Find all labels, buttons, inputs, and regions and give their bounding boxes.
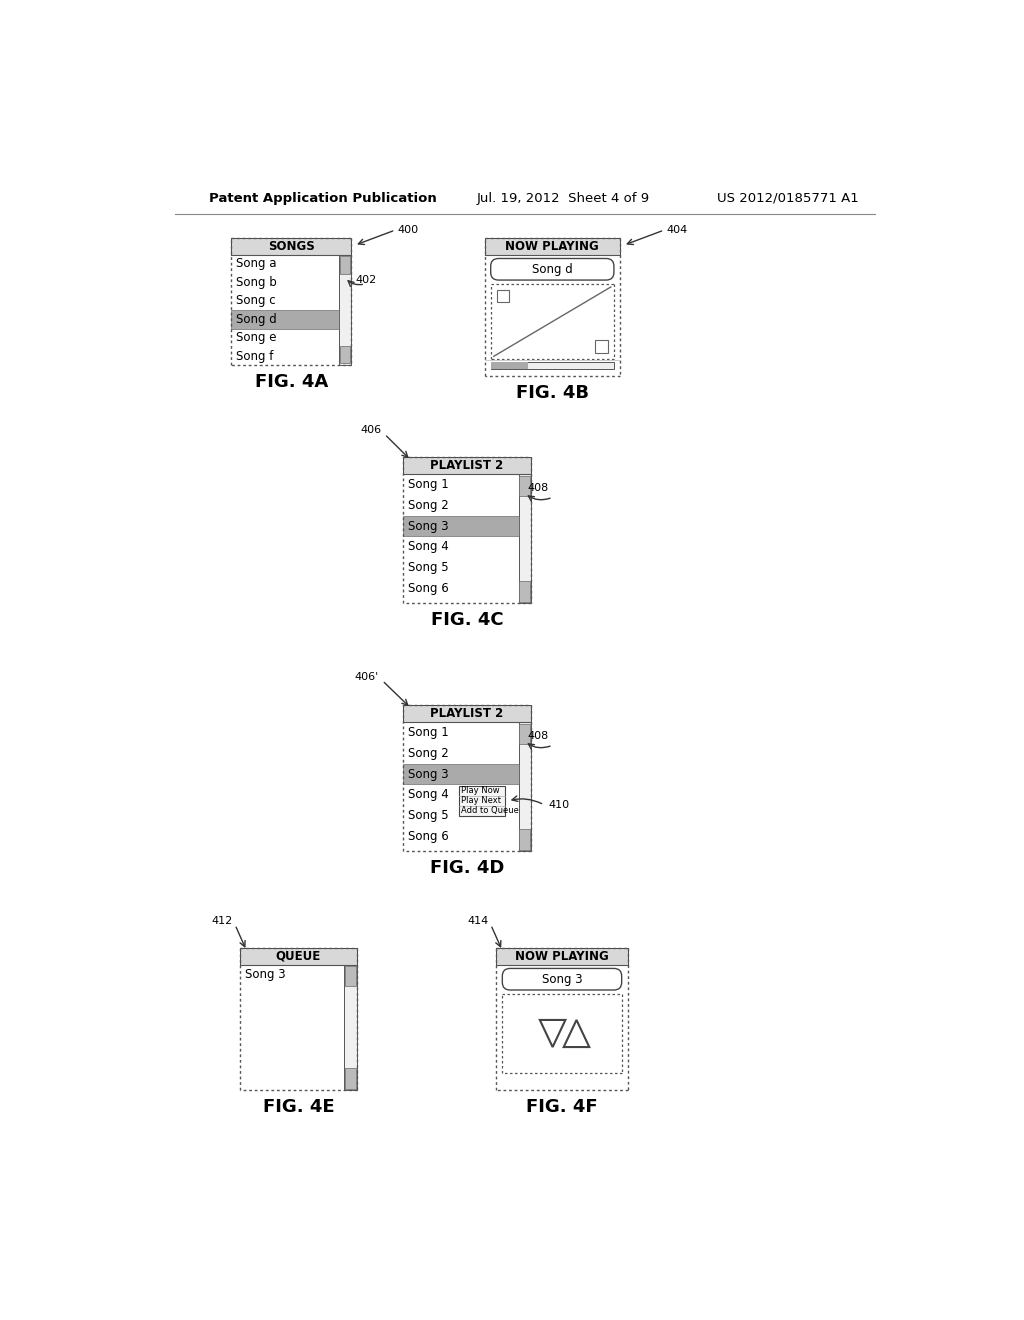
Text: 408: 408 xyxy=(528,483,549,492)
Text: Song d: Song d xyxy=(236,313,276,326)
Text: FIG. 4A: FIG. 4A xyxy=(255,372,328,391)
Text: Patent Application Publication: Patent Application Publication xyxy=(209,191,437,205)
Text: Play Now: Play Now xyxy=(461,787,500,796)
Text: FIG. 4B: FIG. 4B xyxy=(516,384,589,403)
Text: Jul. 19, 2012  Sheet 4 of 9: Jul. 19, 2012 Sheet 4 of 9 xyxy=(477,191,650,205)
Text: US 2012/0185771 A1: US 2012/0185771 A1 xyxy=(717,191,859,205)
Text: FIG. 4E: FIG. 4E xyxy=(263,1098,334,1115)
Text: Song 6: Song 6 xyxy=(408,830,449,843)
Text: 406': 406' xyxy=(355,672,379,681)
Text: Song d: Song d xyxy=(531,263,572,276)
Polygon shape xyxy=(496,948,628,965)
Polygon shape xyxy=(459,785,506,816)
Polygon shape xyxy=(518,474,531,603)
Polygon shape xyxy=(497,290,509,302)
Polygon shape xyxy=(518,722,531,851)
Polygon shape xyxy=(519,581,530,602)
Text: Song 1: Song 1 xyxy=(408,726,449,739)
Text: FIG. 4F: FIG. 4F xyxy=(526,1098,598,1115)
Text: Song 6: Song 6 xyxy=(408,582,449,595)
Text: Song 5: Song 5 xyxy=(408,809,449,822)
Text: FIG. 4D: FIG. 4D xyxy=(430,859,504,878)
Text: 410: 410 xyxy=(548,800,569,809)
Text: NOW PLAYING: NOW PLAYING xyxy=(506,240,599,252)
Text: 408: 408 xyxy=(528,731,549,741)
Text: Song 2: Song 2 xyxy=(408,499,449,512)
Text: QUEUE: QUEUE xyxy=(275,949,322,962)
Polygon shape xyxy=(340,256,350,273)
Text: 402: 402 xyxy=(356,275,377,285)
Polygon shape xyxy=(595,341,607,354)
Text: Song 3: Song 3 xyxy=(408,767,449,780)
FancyBboxPatch shape xyxy=(503,969,622,990)
Polygon shape xyxy=(241,948,356,965)
Text: Song 1: Song 1 xyxy=(408,478,449,491)
Text: Song e: Song e xyxy=(236,331,276,345)
Polygon shape xyxy=(345,966,356,986)
Text: Song 2: Song 2 xyxy=(408,747,449,760)
Text: Song a: Song a xyxy=(236,257,276,271)
Text: PLAYLIST 2: PLAYLIST 2 xyxy=(430,459,504,473)
Text: SONGS: SONGS xyxy=(267,240,314,252)
Polygon shape xyxy=(490,363,614,368)
Text: 404: 404 xyxy=(667,224,688,235)
Text: Add to Queue: Add to Queue xyxy=(461,807,519,816)
Polygon shape xyxy=(403,705,531,722)
Text: FIG. 4C: FIG. 4C xyxy=(431,611,504,630)
Text: 414: 414 xyxy=(467,916,488,925)
Text: Song 5: Song 5 xyxy=(408,561,449,574)
Text: Song 4: Song 4 xyxy=(408,788,449,801)
Polygon shape xyxy=(231,310,339,329)
Text: PLAYLIST 2: PLAYLIST 2 xyxy=(430,708,504,721)
Polygon shape xyxy=(403,516,518,536)
Text: Song f: Song f xyxy=(236,350,273,363)
Text: Play Next: Play Next xyxy=(461,796,502,805)
Polygon shape xyxy=(519,475,530,496)
Text: Song b: Song b xyxy=(236,276,276,289)
FancyBboxPatch shape xyxy=(490,259,614,280)
Text: 412: 412 xyxy=(211,916,232,925)
Polygon shape xyxy=(344,965,356,1090)
Text: 406: 406 xyxy=(360,425,381,436)
Polygon shape xyxy=(340,346,350,363)
Polygon shape xyxy=(345,1068,356,1089)
Polygon shape xyxy=(519,829,530,850)
Polygon shape xyxy=(519,723,530,744)
Text: Song 3: Song 3 xyxy=(245,969,286,982)
Text: NOW PLAYING: NOW PLAYING xyxy=(515,949,609,962)
Polygon shape xyxy=(484,238,621,255)
Text: Song 4: Song 4 xyxy=(408,540,449,553)
Polygon shape xyxy=(403,457,531,474)
Text: Song 3: Song 3 xyxy=(542,973,583,986)
Polygon shape xyxy=(231,238,351,255)
Text: Song 3: Song 3 xyxy=(408,520,449,532)
Text: 400: 400 xyxy=(397,224,419,235)
Polygon shape xyxy=(403,763,518,784)
Polygon shape xyxy=(339,255,351,364)
Polygon shape xyxy=(490,363,527,368)
Text: Song c: Song c xyxy=(236,294,275,308)
